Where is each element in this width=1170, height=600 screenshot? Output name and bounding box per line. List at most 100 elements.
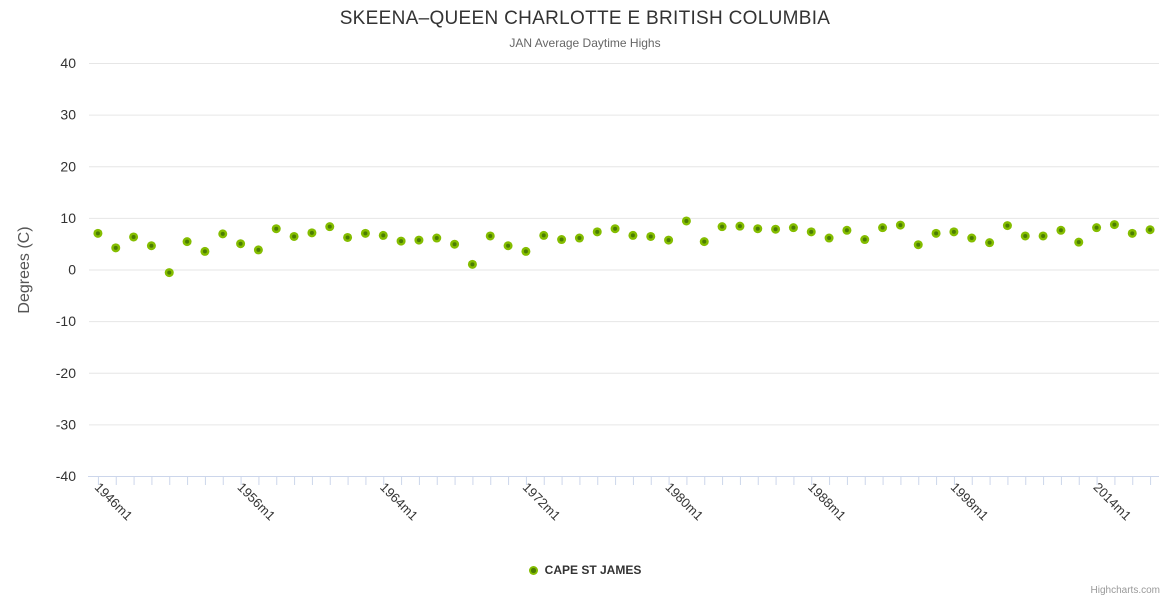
- data-point[interactable]: [985, 238, 995, 248]
- credits-link[interactable]: Highcharts.com: [1090, 585, 1160, 596]
- marker-core: [951, 229, 956, 234]
- data-point[interactable]: [949, 227, 959, 237]
- data-point[interactable]: [539, 230, 549, 240]
- data-point[interactable]: [717, 222, 727, 232]
- data-point[interactable]: [93, 228, 103, 238]
- data-point[interactable]: [521, 246, 531, 256]
- data-point[interactable]: [664, 235, 674, 245]
- x-axis-label: 1988m1: [805, 480, 849, 524]
- marker-core: [434, 236, 439, 241]
- data-point[interactable]: [753, 224, 763, 234]
- marker-core: [755, 226, 760, 231]
- data-point[interactable]: [895, 220, 905, 230]
- legend: CAPE ST JAMES: [0, 563, 1170, 577]
- data-point[interactable]: [467, 259, 477, 269]
- data-point[interactable]: [913, 240, 923, 250]
- y-axis-label: 0: [68, 262, 76, 278]
- marker-core: [345, 235, 350, 240]
- marker-core: [1023, 233, 1028, 238]
- data-point[interactable]: [218, 229, 228, 239]
- data-point[interactable]: [735, 221, 745, 231]
- marker-core: [506, 243, 511, 248]
- data-point[interactable]: [771, 224, 781, 234]
- marker-core: [131, 234, 136, 239]
- data-point[interactable]: [307, 228, 317, 238]
- data-point[interactable]: [842, 225, 852, 235]
- data-point[interactable]: [860, 235, 870, 245]
- data-point[interactable]: [360, 228, 370, 238]
- data-point[interactable]: [824, 233, 834, 243]
- data-point[interactable]: [450, 239, 460, 249]
- marker-core: [969, 236, 974, 241]
- data-point[interactable]: [646, 231, 656, 241]
- marker-core: [916, 242, 921, 247]
- data-point[interactable]: [289, 231, 299, 241]
- marker-core: [987, 240, 992, 245]
- marker-core: [149, 243, 154, 248]
- data-point[interactable]: [253, 245, 263, 255]
- y-axis-label: 10: [60, 210, 76, 226]
- data-point[interactable]: [325, 222, 335, 232]
- data-point[interactable]: [878, 223, 888, 233]
- data-point[interactable]: [610, 224, 620, 234]
- x-axis-label: 1998m1: [948, 480, 992, 524]
- data-point[interactable]: [271, 224, 281, 234]
- data-point[interactable]: [182, 237, 192, 247]
- marker-core: [898, 223, 903, 228]
- chart-subtitle: JAN Average Daytime Highs: [509, 36, 661, 50]
- marker-core: [1130, 231, 1135, 236]
- marker-core: [523, 249, 528, 254]
- data-point[interactable]: [1145, 225, 1155, 235]
- data-point[interactable]: [681, 216, 691, 226]
- data-point[interactable]: [343, 232, 353, 242]
- data-point[interactable]: [414, 235, 424, 245]
- data-point[interactable]: [378, 230, 388, 240]
- data-point[interactable]: [200, 246, 210, 256]
- data-point[interactable]: [931, 228, 941, 238]
- data-point[interactable]: [788, 223, 798, 233]
- x-axis-label: 1964m1: [377, 480, 421, 524]
- data-point[interactable]: [592, 227, 602, 237]
- marker-core: [1076, 240, 1081, 245]
- marker-core: [95, 231, 100, 236]
- data-point[interactable]: [432, 233, 442, 243]
- marker-core: [827, 236, 832, 241]
- y-axis-label: -20: [56, 365, 76, 381]
- marker-core: [613, 226, 618, 231]
- data-point[interactable]: [503, 241, 513, 251]
- data-point[interactable]: [485, 231, 495, 241]
- data-point[interactable]: [1038, 231, 1048, 241]
- marker-core: [809, 229, 814, 234]
- data-point[interactable]: [628, 230, 638, 240]
- marker-core: [773, 227, 778, 232]
- data-point[interactable]: [1020, 231, 1030, 241]
- data-point[interactable]: [1092, 223, 1102, 233]
- data-point[interactable]: [1056, 225, 1066, 235]
- data-point[interactable]: [164, 268, 174, 278]
- marker-core: [1005, 223, 1010, 228]
- data-point[interactable]: [574, 233, 584, 243]
- marker-core: [488, 233, 493, 238]
- marker-core: [256, 247, 261, 252]
- marker-core: [292, 234, 297, 239]
- data-point[interactable]: [236, 239, 246, 249]
- data-point[interactable]: [1002, 221, 1012, 231]
- x-axis-label: 1972m1: [520, 480, 564, 524]
- data-point[interactable]: [129, 232, 139, 242]
- data-point[interactable]: [396, 236, 406, 246]
- data-point[interactable]: [967, 233, 977, 243]
- legend-item-cape-st-james[interactable]: CAPE ST JAMES: [528, 563, 641, 577]
- data-point[interactable]: [146, 241, 156, 251]
- data-point[interactable]: [111, 243, 121, 253]
- data-point[interactable]: [806, 227, 816, 237]
- data-point[interactable]: [699, 237, 709, 247]
- marker-core: [1094, 225, 1099, 230]
- data-point[interactable]: [1074, 237, 1084, 247]
- data-point[interactable]: [1127, 228, 1137, 238]
- data-point[interactable]: [557, 235, 567, 245]
- marker-core: [1112, 222, 1117, 227]
- marker-core: [541, 233, 546, 238]
- data-point[interactable]: [1109, 220, 1119, 230]
- y-axis-label: 40: [60, 55, 76, 71]
